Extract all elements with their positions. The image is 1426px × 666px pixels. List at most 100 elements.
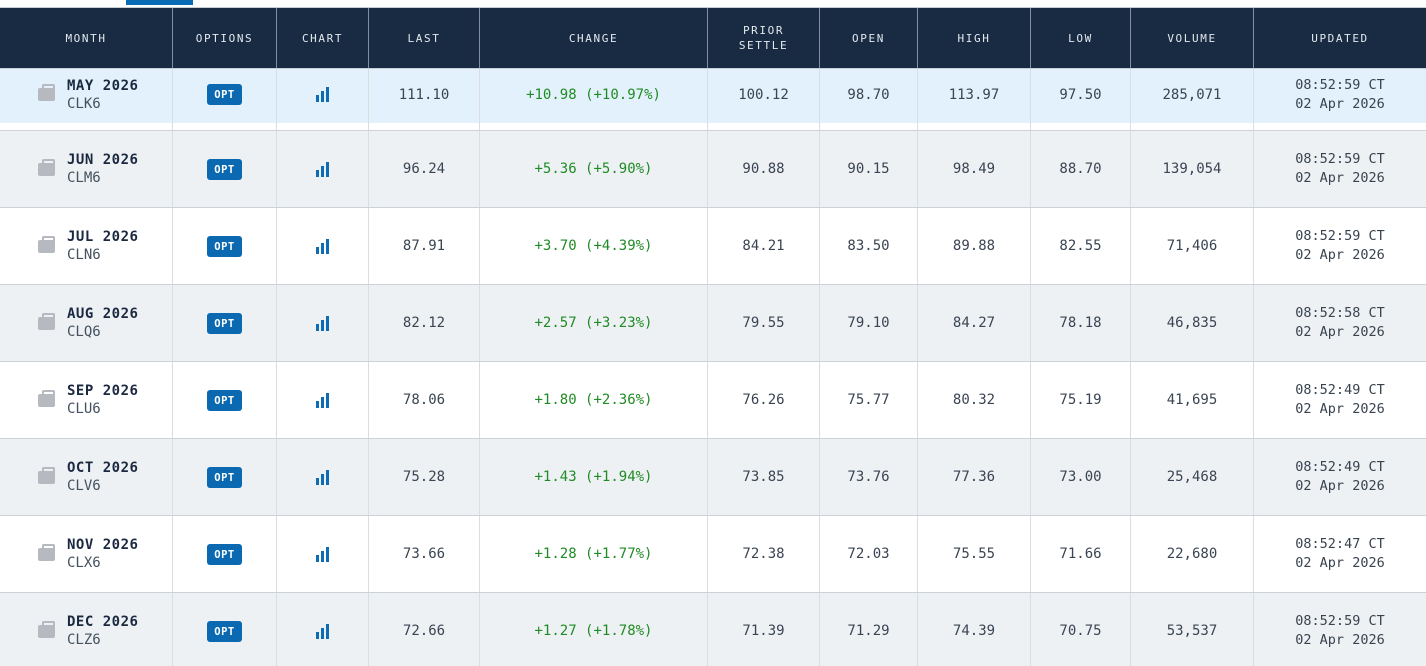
high-price: 75.55 bbox=[918, 516, 1031, 592]
contract-code: CLM6 bbox=[67, 170, 101, 186]
options-button[interactable]: OPT bbox=[207, 312, 242, 334]
bar-chart-icon[interactable] bbox=[316, 623, 329, 639]
change-value: +1.28 (+1.77%) bbox=[480, 516, 708, 592]
bar-chart-icon[interactable] bbox=[316, 87, 329, 102]
options-button[interactable]: OPT bbox=[207, 84, 242, 105]
high-price: 74.39 bbox=[918, 593, 1031, 666]
options-cell: OPT bbox=[173, 131, 277, 207]
prior-settle: 84.21 bbox=[708, 208, 820, 284]
contract-label: DEC 2026 CLZ6 bbox=[67, 613, 138, 649]
updated-date: 02 Apr 2026 bbox=[1295, 95, 1385, 112]
month-cell[interactable]: SEP 2026 CLU6 bbox=[0, 362, 173, 438]
last-price: 82.12 bbox=[369, 285, 480, 361]
table-row[interactable]: NOV 2026 CLX6 OPT 73.66 +1.28 (+1.77%) 7… bbox=[0, 516, 1426, 593]
month-cell[interactable]: MAY 2026 CLK6 bbox=[0, 69, 173, 130]
contract-month: JUL 2026 bbox=[67, 229, 139, 245]
month-cell[interactable]: DEC 2026 CLZ6 bbox=[0, 593, 173, 666]
updated-cell: 08:52:49 CT 02 Apr 2026 bbox=[1254, 439, 1426, 515]
chart-cell bbox=[277, 516, 369, 592]
options-button[interactable]: OPT bbox=[207, 235, 242, 257]
change-value: +10.98 (+10.97%) bbox=[480, 69, 708, 130]
portfolio-briefcase-icon[interactable] bbox=[38, 84, 55, 101]
table-row[interactable]: JUL 2026 CLN6 OPT 87.91 +3.70 (+4.39%) 8… bbox=[0, 208, 1426, 285]
options-button[interactable]: OPT bbox=[207, 466, 242, 488]
contract-label: JUN 2026 CLM6 bbox=[67, 151, 138, 187]
col-header-updated: UPDATED bbox=[1311, 31, 1369, 45]
volume: 22,680 bbox=[1131, 516, 1254, 592]
updated-date: 02 Apr 2026 bbox=[1295, 247, 1385, 263]
contract-code: CLN6 bbox=[67, 247, 101, 263]
top-strip bbox=[0, 0, 1426, 7]
options-button[interactable]: OPT bbox=[207, 158, 242, 180]
options-button[interactable]: OPT bbox=[207, 389, 242, 411]
table-row[interactable]: SEP 2026 CLU6 OPT 78.06 +1.80 (+2.36%) 7… bbox=[0, 362, 1426, 439]
contract-code: CLV6 bbox=[67, 478, 101, 494]
low-price: 73.00 bbox=[1031, 439, 1131, 515]
updated-date: 02 Apr 2026 bbox=[1295, 170, 1385, 186]
table-row[interactable]: OCT 2026 CLV6 OPT 75.28 +1.43 (+1.94%) 7… bbox=[0, 439, 1426, 516]
portfolio-briefcase-icon[interactable] bbox=[38, 466, 55, 484]
low-price: 82.55 bbox=[1031, 208, 1131, 284]
bar-chart-icon[interactable] bbox=[316, 161, 329, 177]
month-cell[interactable]: OCT 2026 CLV6 bbox=[0, 439, 173, 515]
high-price: 80.32 bbox=[918, 362, 1031, 438]
updated-time: 08:52:49 CT bbox=[1295, 459, 1385, 475]
volume: 285,071 bbox=[1131, 69, 1254, 130]
bar-chart-icon[interactable] bbox=[316, 315, 329, 331]
options-button[interactable]: OPT bbox=[207, 620, 242, 642]
low-price: 78.18 bbox=[1031, 285, 1131, 361]
change-value: +1.80 (+2.36%) bbox=[480, 362, 708, 438]
col-header-prior-settle: PRIOR SETTLE bbox=[708, 8, 820, 68]
last-price: 78.06 bbox=[369, 362, 480, 438]
portfolio-briefcase-icon[interactable] bbox=[38, 389, 55, 407]
bar-chart-icon[interactable] bbox=[316, 546, 329, 562]
portfolio-briefcase-icon[interactable] bbox=[38, 235, 55, 253]
bar-chart-icon[interactable] bbox=[316, 392, 329, 408]
open-price: 98.70 bbox=[820, 69, 918, 130]
contract-month: DEC 2026 bbox=[67, 614, 139, 630]
updated-date: 02 Apr 2026 bbox=[1295, 401, 1385, 417]
updated-date: 02 Apr 2026 bbox=[1295, 632, 1385, 648]
open-price: 73.76 bbox=[820, 439, 918, 515]
contract-label: AUG 2026 CLQ6 bbox=[67, 305, 138, 341]
updated-cell: 08:52:59 CT 02 Apr 2026 bbox=[1254, 131, 1426, 207]
chart-cell bbox=[277, 208, 369, 284]
month-cell[interactable]: JUN 2026 CLM6 bbox=[0, 131, 173, 207]
portfolio-briefcase-icon[interactable] bbox=[38, 543, 55, 561]
options-button[interactable]: OPT bbox=[207, 543, 242, 565]
bar-chart-icon[interactable] bbox=[316, 469, 329, 485]
contract-code: CLK6 bbox=[67, 95, 101, 112]
options-cell: OPT bbox=[173, 285, 277, 361]
options-cell: OPT bbox=[173, 439, 277, 515]
updated-date: 02 Apr 2026 bbox=[1295, 555, 1385, 571]
open-price: 75.77 bbox=[820, 362, 918, 438]
col-header-month: MONTH bbox=[0, 8, 173, 68]
portfolio-briefcase-icon[interactable] bbox=[38, 312, 55, 330]
col-header-options: OPTIONS bbox=[173, 8, 277, 68]
active-tab-indicator[interactable] bbox=[126, 0, 193, 5]
options-cell: OPT bbox=[173, 593, 277, 666]
col-header-open: OPEN bbox=[820, 8, 918, 68]
contract-month: OCT 2026 bbox=[67, 460, 139, 476]
table-row[interactable]: JUN 2026 CLM6 OPT 96.24 +5.36 (+5.90%) 9… bbox=[0, 131, 1426, 208]
contract-month: MAY 2026 bbox=[67, 77, 139, 94]
portfolio-briefcase-icon[interactable] bbox=[38, 158, 55, 176]
bar-chart-icon[interactable] bbox=[316, 238, 329, 254]
open-price: 79.10 bbox=[820, 285, 918, 361]
table-row[interactable]: DEC 2026 CLZ6 OPT 72.66 +1.27 (+1.78%) 7… bbox=[0, 593, 1426, 666]
table-row[interactable]: AUG 2026 CLQ6 OPT 82.12 +2.57 (+3.23%) 7… bbox=[0, 285, 1426, 362]
month-cell[interactable]: AUG 2026 CLQ6 bbox=[0, 285, 173, 361]
month-cell[interactable]: NOV 2026 CLX6 bbox=[0, 516, 173, 592]
last-price: 73.66 bbox=[369, 516, 480, 592]
high-price: 77.36 bbox=[918, 439, 1031, 515]
high-price: 113.97 bbox=[918, 69, 1031, 130]
month-cell[interactable]: JUL 2026 CLN6 bbox=[0, 208, 173, 284]
portfolio-briefcase-icon[interactable] bbox=[38, 620, 55, 638]
change-value: +5.36 (+5.90%) bbox=[480, 131, 708, 207]
prior-settle: 76.26 bbox=[708, 362, 820, 438]
updated-cell: 08:52:49 CT 02 Apr 2026 bbox=[1254, 362, 1426, 438]
table-row[interactable]: MAY 2026 CLK6 OPT 111.10 +10.98 (+10.97%… bbox=[0, 69, 1426, 131]
contract-code: CLU6 bbox=[67, 401, 101, 417]
updated-cell: 08:52:59 CT 02 Apr 2026 bbox=[1254, 208, 1426, 284]
